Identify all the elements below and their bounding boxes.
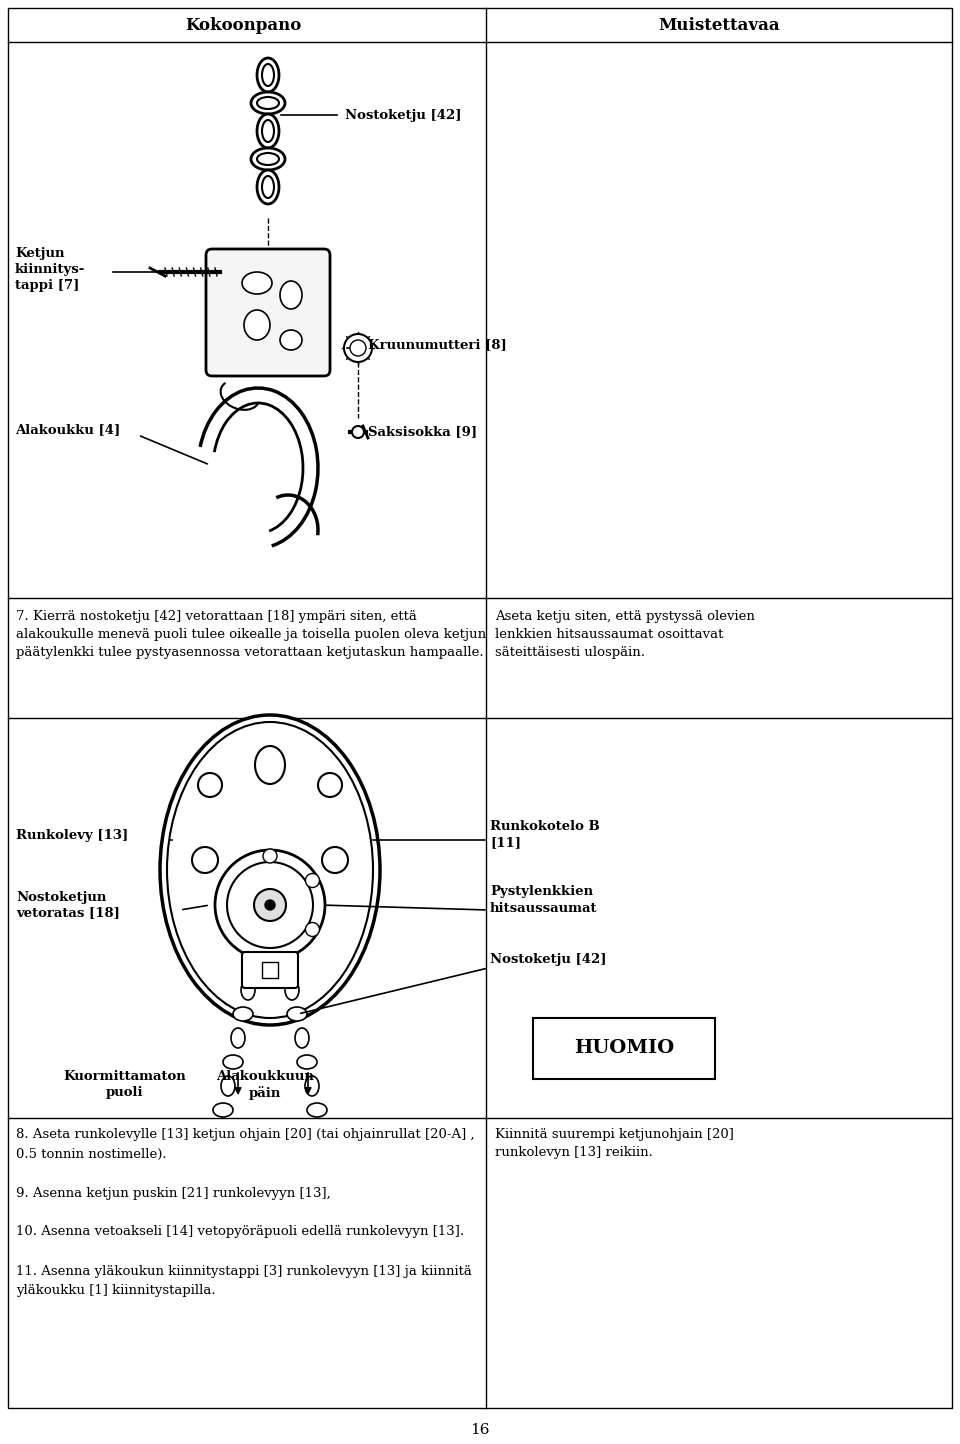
Circle shape [265,900,275,910]
Text: Nostoketju [42]: Nostoketju [42] [345,108,462,121]
Ellipse shape [257,114,279,147]
Ellipse shape [262,120,274,142]
Ellipse shape [251,92,285,114]
FancyBboxPatch shape [242,952,298,988]
Ellipse shape [213,1103,233,1118]
Ellipse shape [280,331,302,349]
Text: Alakoukkuun
päin: Alakoukkuun päin [216,1070,314,1100]
Ellipse shape [285,980,299,1001]
Text: Muistettavaa: Muistettavaa [659,16,780,33]
Ellipse shape [167,722,373,1018]
Ellipse shape [231,1028,245,1048]
Circle shape [344,334,372,362]
Ellipse shape [257,97,279,108]
Ellipse shape [257,153,279,165]
Circle shape [192,848,218,874]
Ellipse shape [223,1056,243,1069]
Ellipse shape [262,64,274,87]
Ellipse shape [295,1028,309,1048]
Text: 16: 16 [470,1422,490,1437]
Circle shape [263,849,277,864]
Text: Kruunumutteri [8]: Kruunumutteri [8] [368,338,507,351]
Text: Kiinnitä suurempi ketjunohjain [20]
runkolevyn [13] reikiin.: Kiinnitä suurempi ketjunohjain [20] runk… [495,1128,733,1160]
Ellipse shape [242,271,272,295]
Circle shape [254,890,286,921]
Ellipse shape [280,282,302,309]
Ellipse shape [241,980,255,1001]
Ellipse shape [221,1076,235,1096]
Ellipse shape [251,147,285,170]
Ellipse shape [244,310,270,339]
Circle shape [352,426,364,438]
Bar [262,962,278,978]
Ellipse shape [255,747,285,784]
Ellipse shape [305,1076,319,1096]
Text: Ketjun
kiinnitys-
tappi [7]: Ketjun kiinnitys- tappi [7] [15,247,85,293]
Text: Saksisokka [9]: Saksisokka [9] [368,426,477,439]
Text: Runkokotelo B
[11]: Runkokotelo B [11] [490,820,600,849]
Text: Pystylenkkien
hitsaussaumat: Pystylenkkien hitsaussaumat [490,885,597,914]
Circle shape [227,862,313,949]
Text: Runkolevy [13]: Runkolevy [13] [16,829,129,842]
Circle shape [305,874,320,888]
Ellipse shape [257,170,279,204]
Text: 8. Aseta runkolevylle [13] ketjun ohjain [20] (tai ohjainrullat [20-A] ,
0.5 ton: 8. Aseta runkolevylle [13] ketjun ohjain… [16,1128,474,1297]
Ellipse shape [297,1056,317,1069]
Text: Alakoukku [4]: Alakoukku [4] [15,423,120,436]
Circle shape [318,773,342,797]
Text: Kokoonpano: Kokoonpano [185,16,301,33]
Circle shape [198,773,222,797]
Ellipse shape [160,715,380,1025]
Text: Kuormittamaton
puoli: Kuormittamaton puoli [63,1070,186,1099]
Bar [533,1018,715,1079]
Text: HUOMIO: HUOMIO [574,1040,674,1057]
FancyBboxPatch shape [206,248,330,375]
Circle shape [322,848,348,874]
Circle shape [215,851,325,960]
Text: Nostoketju [42]: Nostoketju [42] [490,953,607,966]
Circle shape [350,339,366,357]
Circle shape [305,923,320,937]
Ellipse shape [307,1103,327,1118]
Text: Nostoketjun
vetoratas [18]: Nostoketjun vetoratas [18] [16,891,120,920]
Ellipse shape [257,58,279,92]
Ellipse shape [262,176,274,198]
Text: Aseta ketju siten, että pystyssä olevien
lenkkien hitsaussaumat osoittavat
sätei: Aseta ketju siten, että pystyssä olevien… [495,609,755,658]
Text: 7. Kierrä nostoketju [42] vetorattaan [18] ympäri siten, että
alakoukulle menevä: 7. Kierrä nostoketju [42] vetorattaan [1… [16,609,486,658]
Ellipse shape [287,1006,307,1021]
Ellipse shape [233,1006,253,1021]
